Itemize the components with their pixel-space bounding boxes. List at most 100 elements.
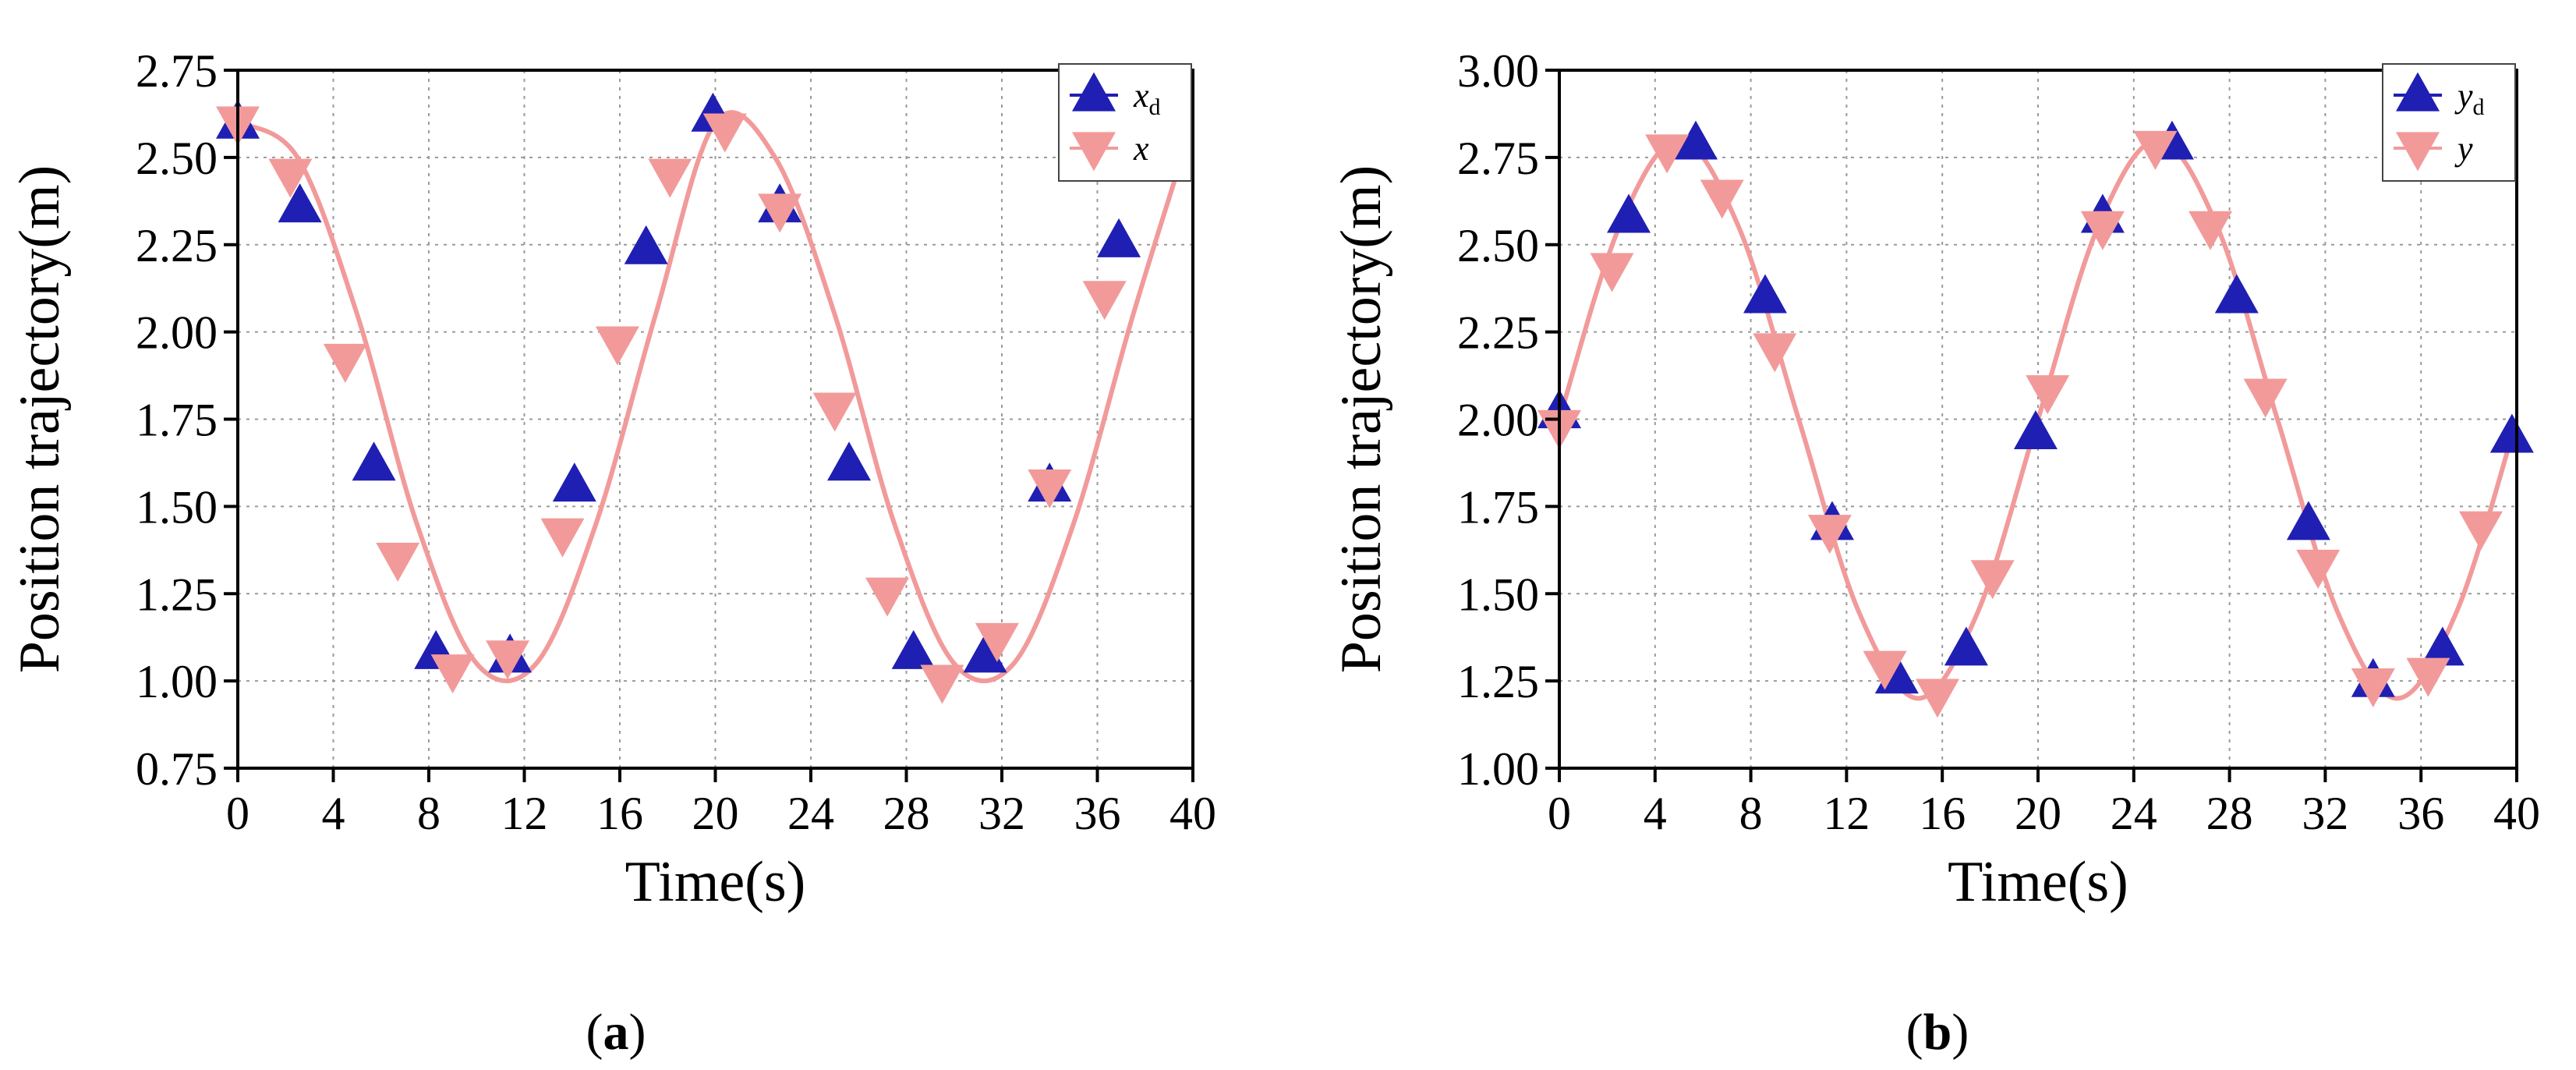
triangle-down-marker	[2296, 549, 2341, 589]
x-tick-label: 24	[2111, 788, 2157, 839]
legend-box	[1058, 63, 1192, 182]
triangle-down-marker	[540, 518, 585, 558]
triangle-up-marker	[2013, 410, 2058, 449]
y-tick-label: 2.50	[1457, 220, 1539, 271]
triangle-down-marker	[648, 158, 692, 198]
triangle-down-marker	[2351, 668, 2395, 707]
legend-label-name: y	[2454, 76, 2473, 115]
triangle-up-marker	[624, 225, 668, 264]
x-tick-label: 4	[322, 788, 345, 839]
y-tick-label: 1.25	[1457, 656, 1539, 707]
y-tick-label: 2.00	[1457, 395, 1539, 446]
legend-label-subscript: d	[2473, 94, 2485, 120]
triangle-up-marker	[1673, 120, 1718, 160]
triangle-up-marker	[963, 633, 1007, 673]
triangle-down-marker	[1590, 253, 1634, 292]
legend-marker	[1072, 72, 1116, 112]
triangle-down-marker	[2189, 211, 2233, 250]
triangle-down-marker	[1028, 469, 1072, 508]
triangle-down-marker	[1082, 281, 1127, 321]
x-tick-label: 24	[787, 788, 834, 839]
legend-entry: y	[2394, 129, 2473, 172]
x-axis-label: Time(s)	[1948, 850, 2128, 914]
triangle-down-marker	[1807, 515, 1852, 554]
legend-label: yd	[2454, 76, 2485, 120]
triangle-up-marker	[1607, 193, 1651, 233]
x-tick-label: 32	[2302, 788, 2348, 839]
chart-panel-a: 0 4 8 12 16 20 24 28 32 36 40 0.75 1.00 1.25 1.50 1.75 2…	[8, 45, 1216, 1061]
x-tick-label: 4	[1644, 788, 1667, 839]
x-tick-label: 20	[692, 788, 739, 839]
triangle-down-marker	[268, 158, 313, 198]
x-axis-label: Time(s)	[625, 850, 806, 914]
x-tick-label: 32	[978, 788, 1025, 839]
triangle-down-marker	[702, 113, 747, 153]
triangle-down-marker	[1700, 179, 1744, 219]
triangle-down-marker	[812, 392, 857, 432]
x-tick-label: 16	[1919, 788, 1966, 839]
panel-caption: (b)	[1906, 1004, 1969, 1061]
caption-letter: a	[603, 1004, 629, 1061]
triangle-up-marker	[2286, 501, 2330, 540]
x-tick-label: 36	[2397, 788, 2444, 839]
triangle-down-marker	[865, 577, 909, 617]
y-tick-label: 0.75	[136, 743, 218, 795]
x-tick-label: 40	[2493, 788, 2540, 839]
triangle-up-marker	[827, 441, 871, 481]
legend-entry: x	[1070, 129, 1149, 172]
triangle-up-marker	[891, 629, 936, 669]
legend-marker	[2396, 132, 2440, 172]
x-tick-label: 20	[2015, 788, 2061, 839]
caption-close: )	[629, 1004, 646, 1061]
x-tick-label: 28	[883, 788, 930, 839]
triangle-down-marker	[323, 343, 367, 383]
triangle-up-marker	[278, 183, 322, 223]
legend-label-name: x	[1133, 129, 1149, 168]
triangle-up-marker	[1944, 626, 1988, 666]
legend-label-name: y	[2454, 129, 2473, 168]
caption-open: (	[586, 1004, 603, 1061]
y-tick-label: 1.00	[136, 656, 218, 707]
y-tick-label: 1.00	[1457, 743, 1539, 795]
triangle-down-marker	[1645, 134, 1690, 174]
ticks: 0 4 8 12 16 20 24 28 32 36 40 0.75 1.00 1.25 1.50 1.75 2…	[136, 45, 1216, 839]
y-tick-label: 2.00	[136, 307, 218, 359]
y-tick-label: 3.00	[1457, 45, 1539, 97]
triangle-down-marker	[595, 326, 639, 366]
x-tick-label: 0	[226, 788, 249, 839]
triangle-down-marker	[1753, 333, 1797, 373]
triangle-down-marker	[486, 640, 530, 680]
triangle-down-marker	[2026, 375, 2070, 415]
y-tick-label: 2.50	[136, 133, 218, 184]
y-tick-label: 2.75	[136, 45, 218, 97]
x-tick-label: 40	[1169, 788, 1216, 839]
triangle-down-marker	[376, 542, 420, 582]
legend-entry: yd	[2394, 72, 2485, 120]
legend-label-name: x	[1133, 76, 1149, 115]
triangle-down-marker	[2406, 657, 2450, 697]
markers	[216, 92, 1141, 704]
triangle-down-marker	[2080, 211, 2125, 250]
caption-letter: b	[1923, 1004, 1952, 1061]
y-axis-label: Position trajectory(m)	[8, 165, 72, 673]
x-tick-label: 16	[596, 788, 643, 839]
triangle-up-marker	[552, 462, 596, 502]
y-tick-label: 2.75	[1457, 133, 1539, 184]
triangle-down-marker	[2243, 378, 2288, 418]
triangle-down-marker	[430, 654, 475, 694]
legend-entry: xd	[1070, 72, 1161, 120]
ticks: 0 4 8 12 16 20 24 28 32 36 40 1.00 1.25 1.50 1.75 2.00 2…	[1457, 45, 2540, 839]
legend-marker	[1072, 132, 1116, 172]
legend-label-subscript: d	[1149, 94, 1161, 120]
caption-open: (	[1906, 1004, 1923, 1061]
triangle-up-marker	[2214, 274, 2259, 314]
y-tick-label: 2.25	[1457, 307, 1539, 359]
triangle-down-marker	[2133, 130, 2178, 170]
legend: xdx	[1058, 63, 1192, 182]
panel-caption: (a)	[586, 1004, 646, 1061]
y-axis-label: Position trajectory(m)	[1329, 165, 1393, 673]
y-tick-label: 1.75	[1457, 481, 1539, 533]
y-tick-label: 1.25	[136, 569, 218, 620]
triangle-down-marker	[1970, 560, 2015, 600]
